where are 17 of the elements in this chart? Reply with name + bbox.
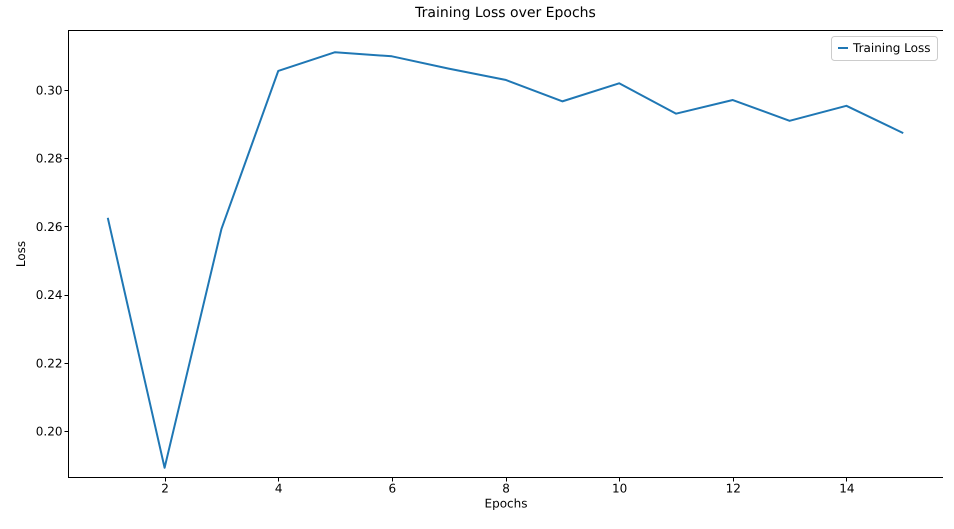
y-tick-label: 0.24 <box>36 288 62 302</box>
x-tick-label: 8 <box>502 482 510 496</box>
x-axis-title: Epochs <box>484 496 528 510</box>
x-tick-label: 12 <box>726 482 741 496</box>
y-tick-label: 0.30 <box>36 83 62 98</box>
y-tick-label: 0.26 <box>36 220 62 234</box>
x-tick-label: 10 <box>612 482 628 496</box>
y-tick-label: 0.22 <box>36 356 62 370</box>
x-tick-label: 4 <box>274 482 283 496</box>
y-axis-title: Loss <box>14 240 28 268</box>
chart-title: Training Loss over Epochs <box>414 5 596 21</box>
x-tick-label: 2 <box>161 482 169 496</box>
y-tick-label: 0.28 <box>36 152 62 166</box>
x-tick-label: 6 <box>388 482 396 496</box>
legend-label: Training Loss <box>852 41 930 55</box>
y-tick-label: 0.20 <box>36 424 62 439</box>
x-tick-label: 14 <box>839 482 855 496</box>
